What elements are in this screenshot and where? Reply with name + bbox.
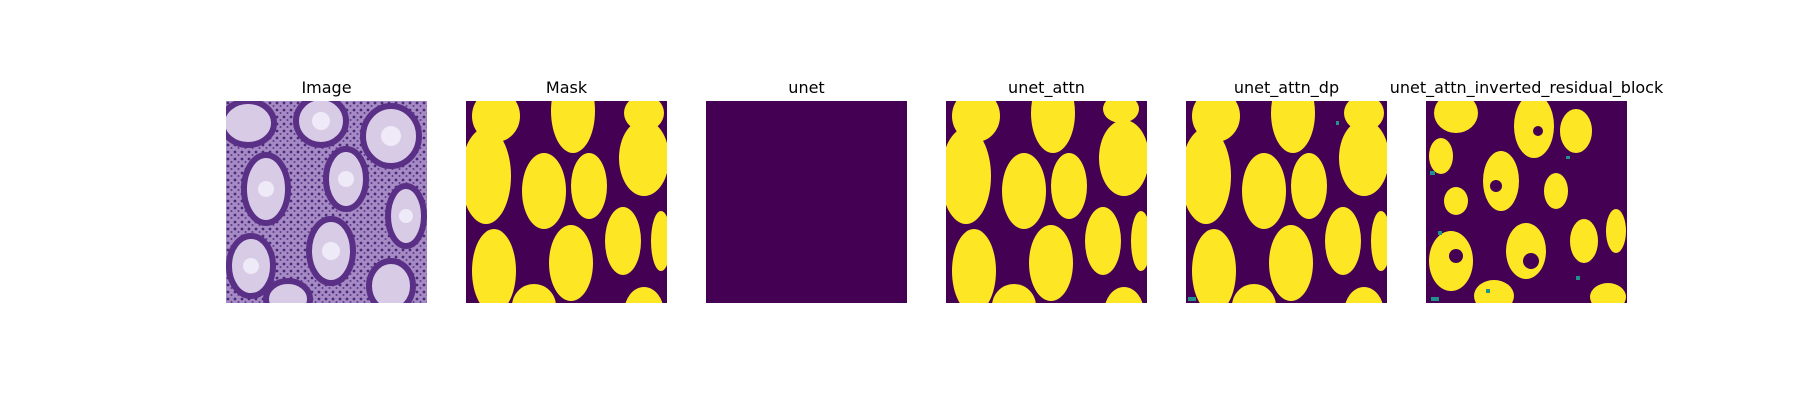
panel-title: Mask xyxy=(545,78,588,97)
unet-attn-irb-prediction xyxy=(1426,101,1627,303)
panel-title: unet xyxy=(788,78,825,97)
unet-attn-dp-prediction xyxy=(1186,101,1387,303)
unet-prediction xyxy=(706,101,907,303)
unet-attn-prediction xyxy=(946,101,1147,303)
histology-image xyxy=(226,101,427,303)
panel-title: unet_attn xyxy=(1008,78,1085,97)
mask-image xyxy=(466,101,667,303)
panel-title: unet_attn_inverted_residual_block xyxy=(1389,78,1664,97)
panel-title: unet_attn_dp xyxy=(1233,78,1340,97)
panel-title: Image xyxy=(301,78,352,97)
